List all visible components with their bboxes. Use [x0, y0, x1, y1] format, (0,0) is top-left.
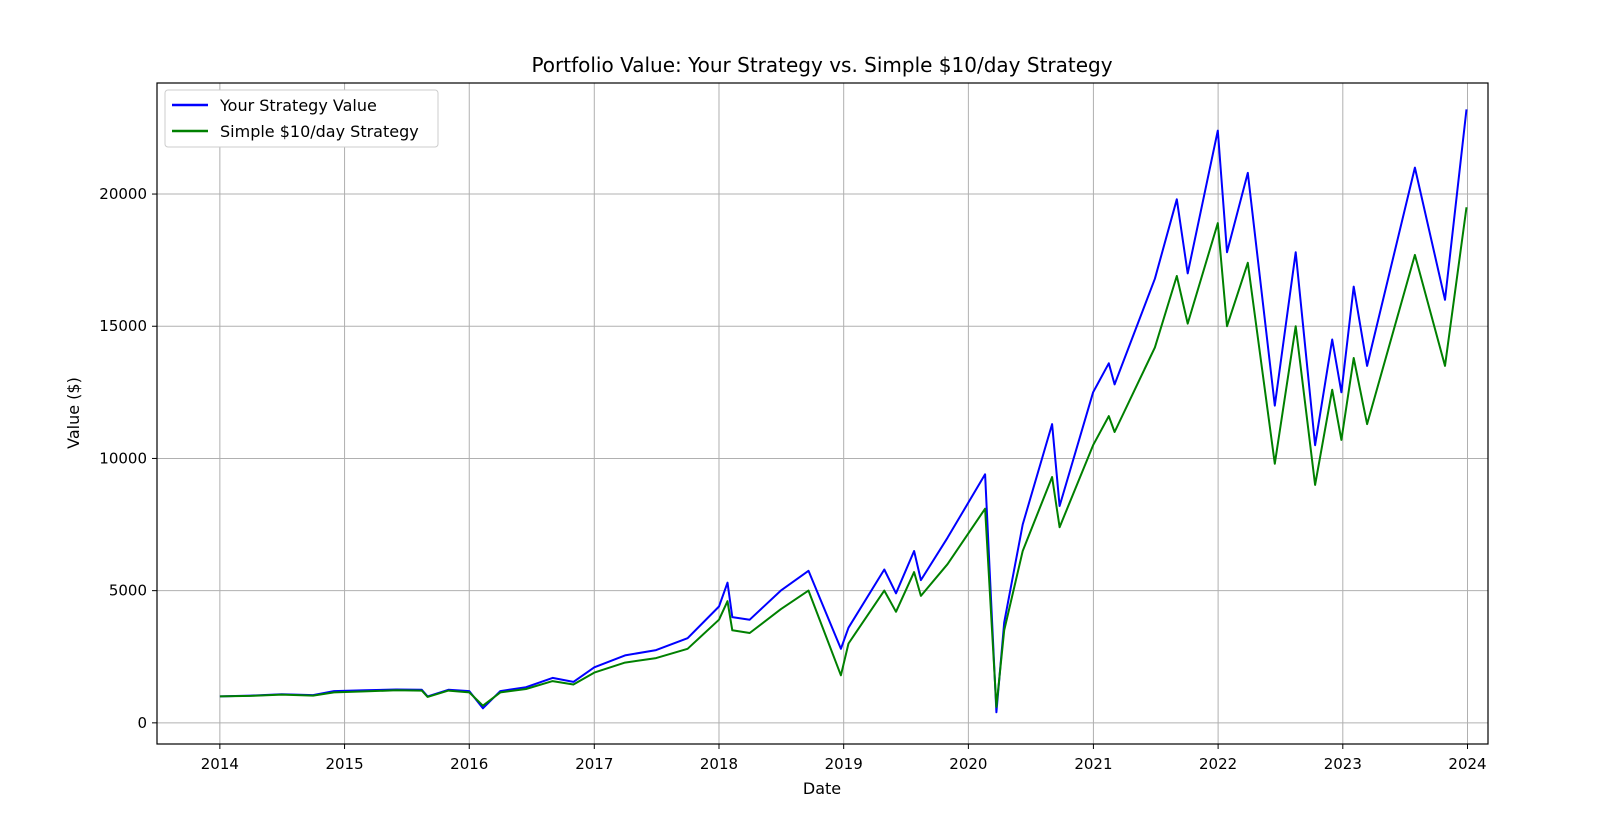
x-tick-label: 2019	[825, 755, 863, 773]
x-tick-label: 2016	[450, 755, 488, 773]
grid	[157, 83, 1488, 744]
x-tick-label: 2017	[575, 755, 613, 773]
chart-title: Portfolio Value: Your Strategy vs. Simpl…	[531, 53, 1112, 77]
x-axis-ticks: 2014 2015 2016 2017 2018 2019 2020 2021 2022 2023…	[201, 744, 1487, 773]
y-tick-label: 5000	[109, 582, 147, 600]
y-tick-label: 20000	[99, 185, 147, 203]
legend-box	[164, 89, 439, 148]
x-tick-label: 2018	[700, 755, 738, 773]
y-axis-ticks: 0 5000 10000 15000 20000	[99, 185, 157, 732]
series-line-1	[219, 207, 1468, 708]
x-tick-label: 2020	[949, 755, 987, 773]
plot-frame	[156, 82, 1489, 745]
x-tick-label: 2015	[325, 755, 363, 773]
x-tick-label: 2024	[1448, 755, 1486, 773]
series-group	[219, 109, 1468, 714]
y-axis-label: Value ($)	[64, 377, 83, 449]
series-line-0	[219, 109, 1468, 714]
x-axis-label: Date	[803, 779, 841, 798]
x-tick-label: 2022	[1199, 755, 1237, 773]
x-tick-label: 2021	[1074, 755, 1112, 773]
y-tick-label: 15000	[99, 317, 147, 335]
legend-label-your-strategy: Your Strategy Value	[219, 96, 377, 115]
x-tick-label: 2023	[1324, 755, 1362, 773]
legend: Your Strategy Value Simple $10/day Strat…	[164, 89, 439, 148]
legend-label-simple-strategy: Simple $10/day Strategy	[220, 122, 419, 141]
y-tick-label: 10000	[99, 449, 147, 467]
x-tick-label: 2014	[201, 755, 239, 773]
y-tick-label: 0	[137, 714, 147, 732]
